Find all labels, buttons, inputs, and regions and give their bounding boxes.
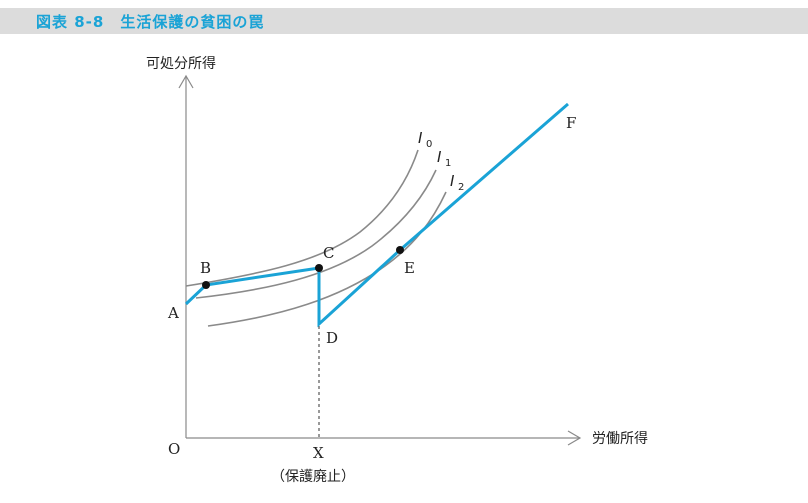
point-e-label: E (404, 259, 415, 277)
curve-i1 (195, 169, 437, 299)
x-mark-label: X (313, 444, 324, 462)
curve-i0-label: I (418, 129, 423, 147)
budget-line (184, 102, 569, 328)
x-axis-label: 労働所得 (592, 430, 648, 447)
curve-i0 (185, 149, 419, 287)
x-mark-note: （保護廃止） (271, 468, 355, 485)
curve-i0-sub: 0 (426, 139, 432, 150)
point-c-label: C (323, 244, 334, 262)
y-axis-label: 可処分所得 (146, 55, 216, 72)
point-d-label: D (326, 329, 338, 347)
curve-i1-sub: 1 (445, 158, 451, 169)
curve-i1-label: I (437, 148, 442, 166)
x-axis-arrow (567, 430, 582, 446)
origin-label: O (168, 440, 180, 458)
point-b-label: B (200, 259, 211, 277)
title-bar: 図表 8-8 生活保護の貧困の罠 (0, 8, 808, 34)
figure-title: 図表 8-8 生活保護の貧困の罠 (36, 13, 265, 31)
point-b-dot (202, 281, 210, 289)
curve-i2-label: I (450, 172, 455, 190)
point-c-dot (315, 264, 323, 272)
curve-i2-sub: 2 (458, 182, 464, 193)
point-e-dot (396, 246, 404, 254)
point-a-label: A (167, 304, 179, 322)
y-axis-arrow (178, 74, 194, 89)
point-f-label: F (566, 114, 576, 132)
